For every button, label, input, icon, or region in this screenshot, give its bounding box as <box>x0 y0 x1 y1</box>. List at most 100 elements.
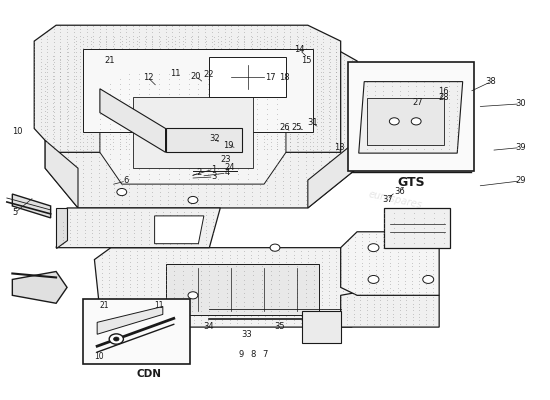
Point <box>317 104 326 110</box>
Point <box>248 45 256 52</box>
Point <box>108 119 117 126</box>
Point <box>50 32 58 39</box>
Point <box>163 68 172 75</box>
Point <box>279 62 288 69</box>
Point <box>253 69 262 76</box>
Point <box>174 116 183 122</box>
Point <box>353 266 362 272</box>
Point <box>115 101 124 107</box>
Point <box>141 139 150 146</box>
Point <box>239 295 248 301</box>
Point <box>155 116 163 122</box>
Point <box>371 92 380 98</box>
Point <box>444 116 453 123</box>
Point <box>125 45 134 52</box>
Point <box>79 88 88 94</box>
Point <box>347 76 356 83</box>
Point <box>63 102 72 109</box>
Point <box>194 230 203 236</box>
Point <box>161 96 170 102</box>
Point <box>155 136 163 142</box>
Point <box>95 68 103 75</box>
Point <box>332 108 340 114</box>
Point <box>246 36 255 42</box>
Point <box>137 234 146 240</box>
Point <box>109 150 118 157</box>
Point <box>263 119 272 126</box>
Point <box>174 66 183 72</box>
Point <box>387 108 396 115</box>
Point <box>299 136 308 142</box>
Point <box>255 37 264 44</box>
Point <box>246 96 255 102</box>
Point <box>69 132 78 139</box>
Point <box>102 56 111 62</box>
Point <box>148 122 157 129</box>
Point <box>444 100 453 106</box>
Point <box>428 92 437 98</box>
Point <box>271 146 279 153</box>
Point <box>87 45 96 52</box>
Point <box>141 39 150 46</box>
Point <box>282 302 291 309</box>
Point <box>356 300 365 307</box>
Point <box>207 96 216 102</box>
Point <box>163 34 172 40</box>
Point <box>372 263 381 270</box>
Point <box>271 174 279 180</box>
Point <box>312 49 321 56</box>
Point <box>240 136 249 142</box>
Point <box>319 119 328 126</box>
Point <box>175 288 184 294</box>
Point <box>76 66 85 72</box>
Point <box>220 92 229 99</box>
Point <box>246 76 255 82</box>
Point <box>306 112 315 119</box>
Point <box>365 238 373 244</box>
Point <box>304 270 312 276</box>
Point <box>141 136 150 142</box>
Point <box>148 66 157 72</box>
Point <box>220 79 229 86</box>
Point <box>156 34 164 40</box>
Point <box>275 317 284 323</box>
Point <box>266 69 275 76</box>
Point <box>214 146 223 152</box>
Point <box>166 212 174 218</box>
Point <box>246 72 255 79</box>
Point <box>125 86 134 92</box>
Point <box>102 108 111 114</box>
Point <box>422 260 431 266</box>
Point <box>63 36 72 42</box>
Point <box>102 88 111 94</box>
Point <box>148 119 157 126</box>
Point <box>273 126 282 132</box>
Point <box>240 26 249 32</box>
Point <box>231 281 240 287</box>
Point <box>233 26 242 32</box>
Point <box>347 84 356 90</box>
Point <box>181 82 190 89</box>
Point <box>156 158 164 164</box>
Point <box>36 82 45 89</box>
Point <box>50 99 58 106</box>
Point <box>254 277 262 283</box>
Point <box>347 96 356 102</box>
Point <box>155 109 163 116</box>
Point <box>309 88 318 94</box>
Point <box>301 37 310 44</box>
Point <box>246 66 255 72</box>
Point <box>202 61 211 67</box>
Point <box>254 317 262 323</box>
Point <box>56 36 65 42</box>
Point <box>214 176 223 182</box>
Point <box>232 193 241 200</box>
Point <box>246 252 255 258</box>
Point <box>41 72 50 79</box>
Point <box>347 154 356 160</box>
Point <box>332 181 340 188</box>
Point <box>174 82 183 89</box>
Point <box>204 313 213 320</box>
Point <box>301 115 310 122</box>
Point <box>339 302 348 309</box>
